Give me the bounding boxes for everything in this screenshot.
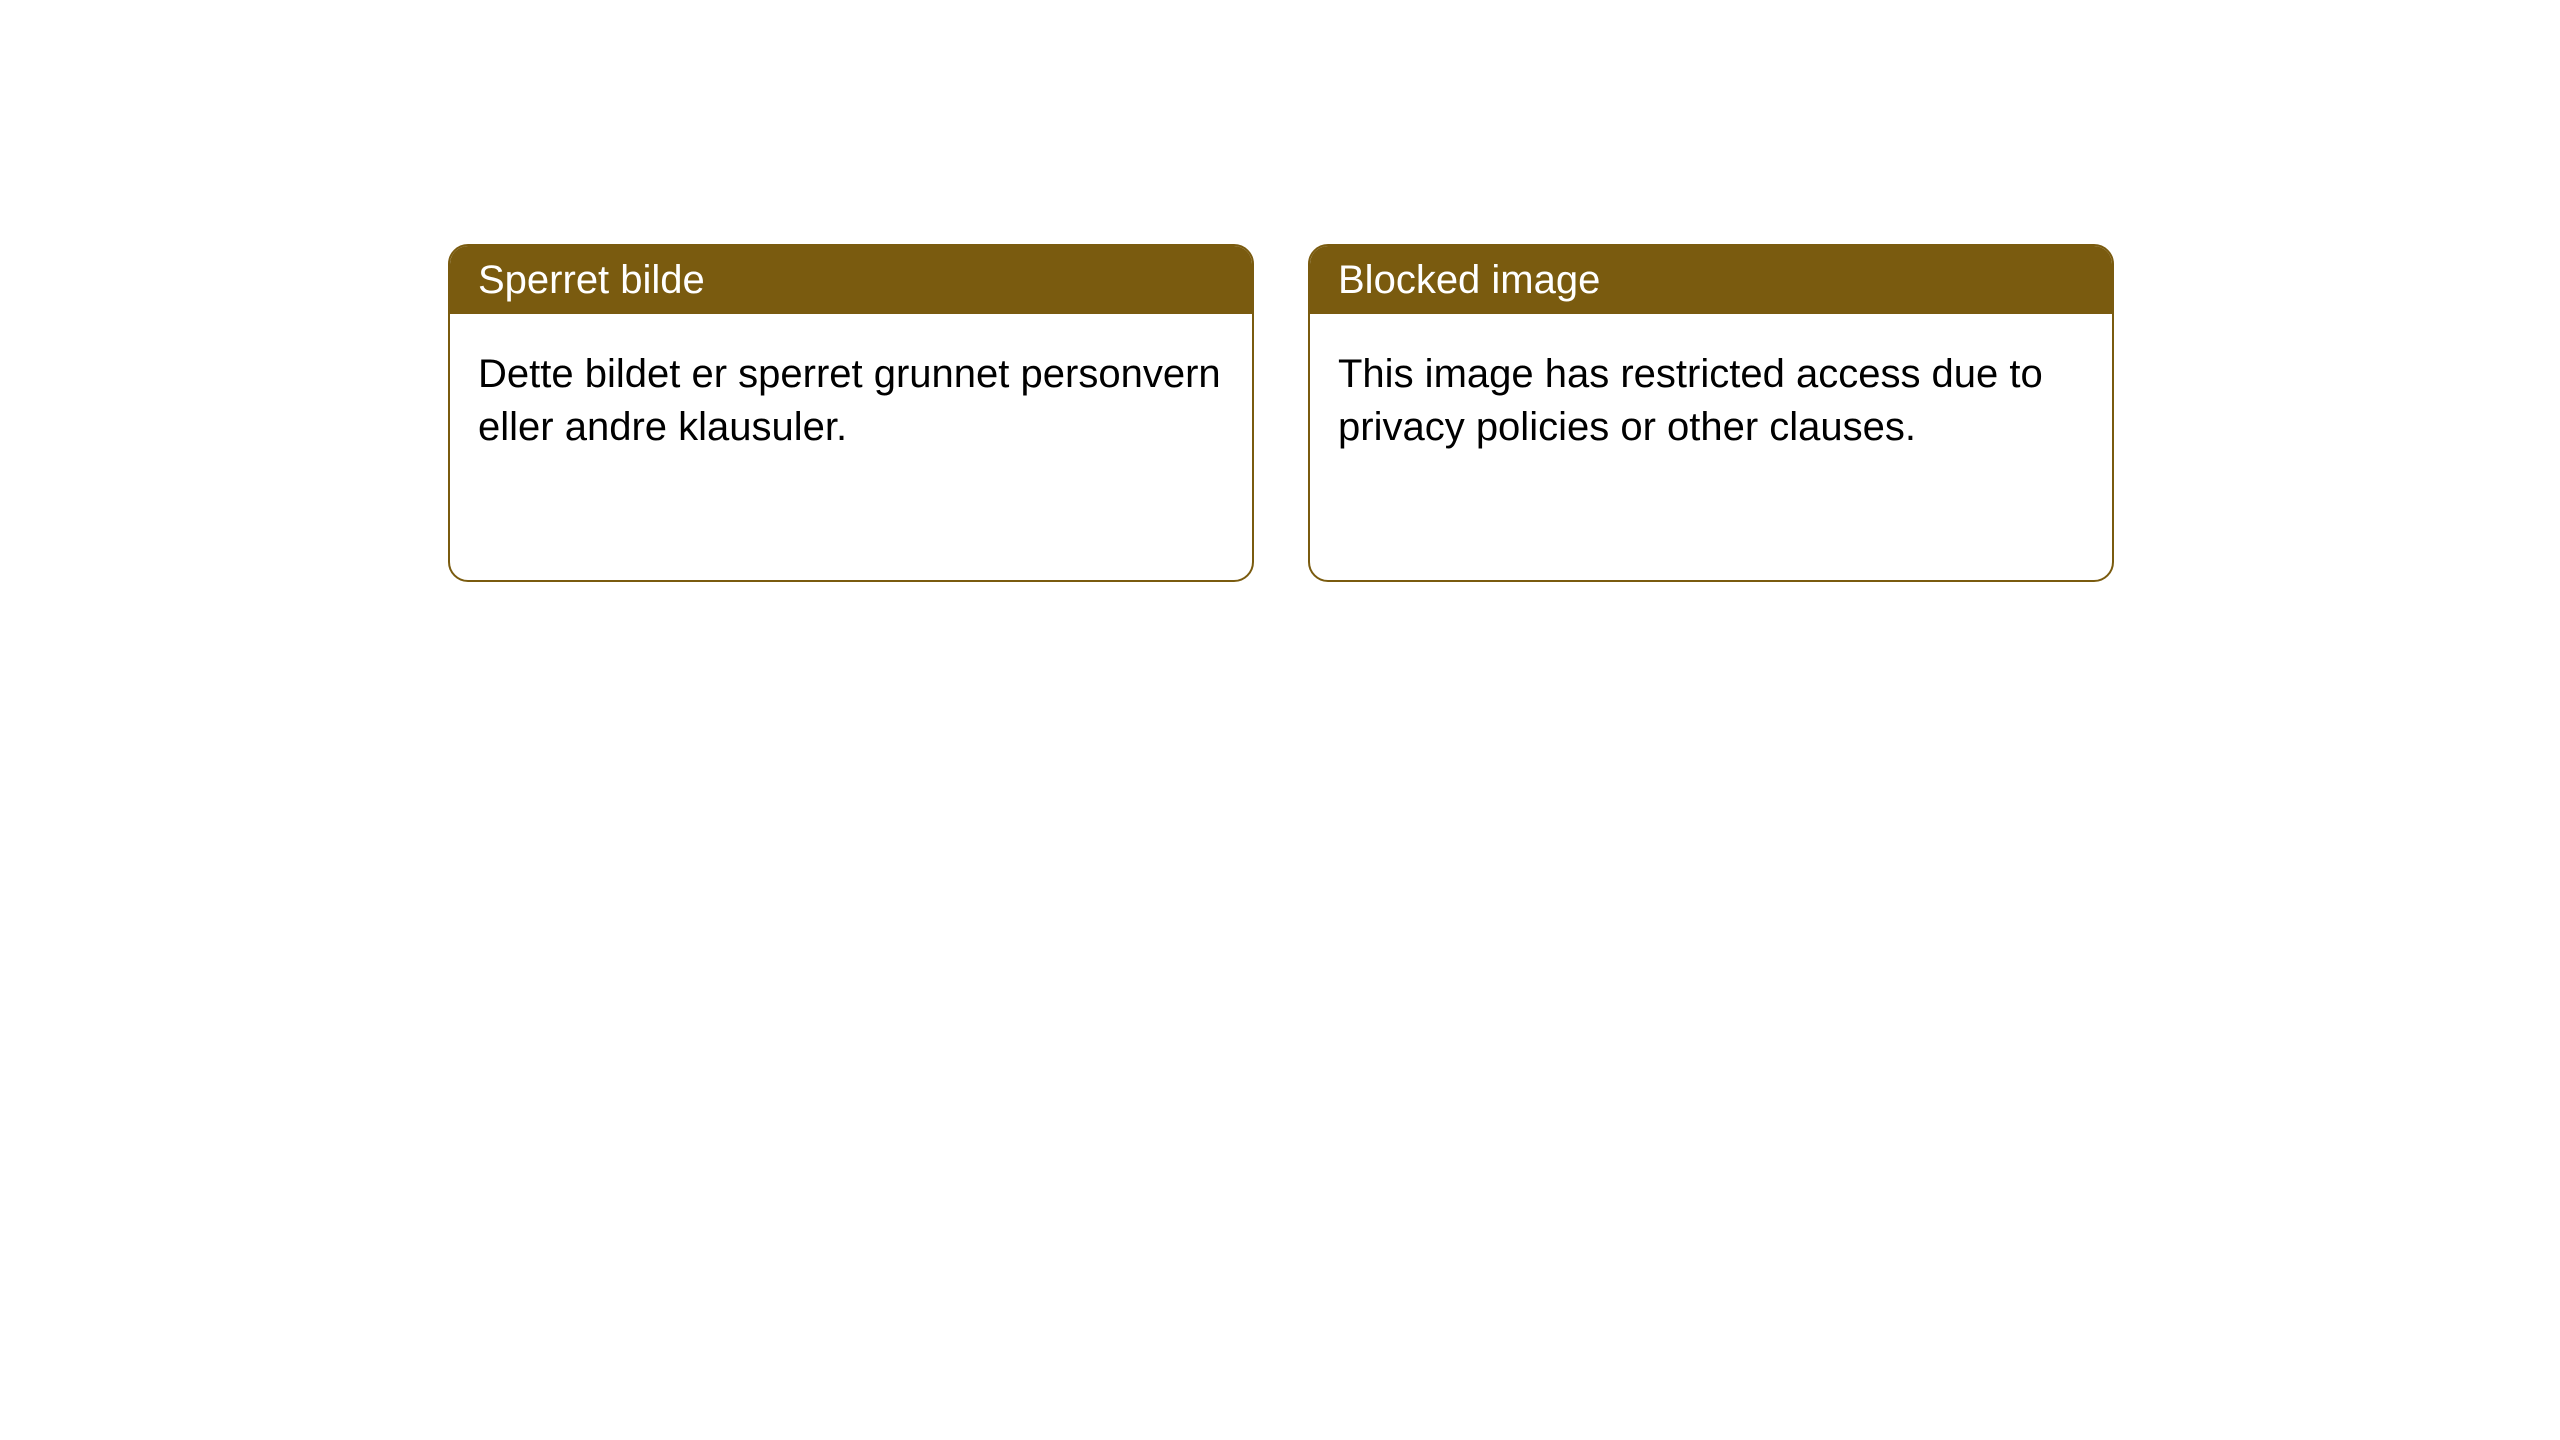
- card-header-en: Blocked image: [1310, 246, 2112, 314]
- card-body-no: Dette bildet er sperret grunnet personve…: [450, 314, 1252, 488]
- card-header-no: Sperret bilde: [450, 246, 1252, 314]
- blocked-image-card-no: Sperret bilde Dette bildet er sperret gr…: [448, 244, 1254, 582]
- cards-container: Sperret bilde Dette bildet er sperret gr…: [0, 0, 2560, 582]
- card-body-en: This image has restricted access due to …: [1310, 314, 2112, 488]
- blocked-image-card-en: Blocked image This image has restricted …: [1308, 244, 2114, 582]
